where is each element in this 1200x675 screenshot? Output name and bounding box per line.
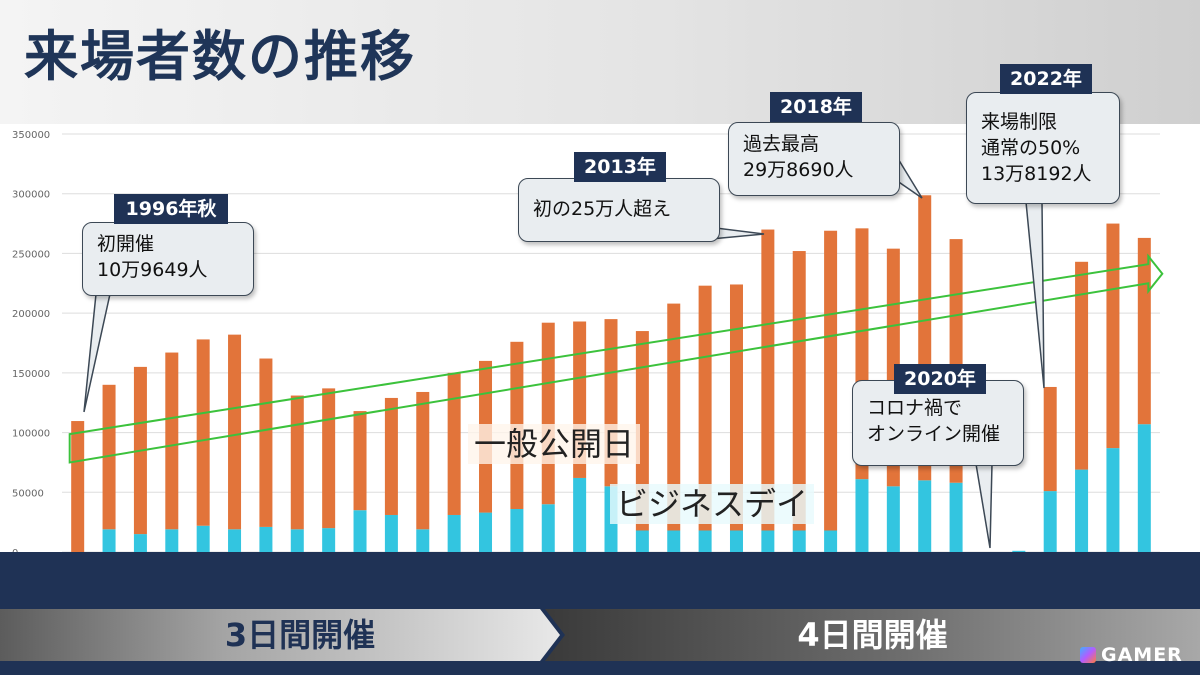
public-days-series-label: 一般公開日 [468,424,641,464]
bar-public-day [447,372,461,515]
bar-business-day [384,514,398,552]
bar-public-day [1043,386,1057,492]
bar-business-day [353,510,367,552]
bar-business-day [165,529,179,552]
bar-public-day [259,358,273,527]
annotation-2022-line: 通常の50% [981,137,1081,159]
bar-business-day [322,528,336,552]
annotation-2013-tag: 2013年 [574,152,666,182]
bar-business-day [761,530,775,552]
bar-public-day [698,285,712,531]
bar-business-day [416,529,430,552]
bar-business-day [102,529,116,552]
bar-public-day [761,229,775,531]
bar-business-day [447,514,461,552]
bar-public-day [792,251,806,531]
bar-public-day [416,391,430,530]
annotation-2020-line: オンライン開催 [867,423,1001,445]
y-tick-label: 250000 [12,249,50,260]
bar-public-day [635,331,649,531]
annotation-2020-tag: 2020年 [894,364,986,394]
gamer-logo-text: GAMER [1101,644,1183,666]
annotation-2020-line: コロナ禍で [867,397,963,419]
bar-business-day [479,512,493,552]
bar-business-day [1137,424,1151,552]
bar-business-day [729,530,743,552]
phase-3-day-label: 3日間開催 [224,616,376,654]
bar-business-day [886,486,900,552]
bar-business-day [259,526,273,552]
annotation-2022-tag: 2022年 [1000,64,1092,94]
annotation-2022-line: 13万8192人 [981,163,1092,185]
bar-business-day [1012,550,1026,552]
annotation-2018-line: 29万8690人 [743,159,854,181]
annotation-2022-bubble: 来場制限 通常の50% 13万8192人 [966,92,1120,204]
bar-public-day [322,388,336,529]
bar-business-day [949,482,963,552]
annotation-2018-bubble: 過去最高 29万8690人 [728,122,900,196]
annotation-2022-tail [1025,201,1045,389]
bar-business-day [228,529,242,552]
bar-business-day [1075,469,1089,552]
annotation-2018-tag: 2018年 [770,92,862,122]
y-tick-label: 150000 [12,369,50,380]
annotation-2022-line: 来場制限 [981,111,1058,133]
bar-public-day [384,397,398,515]
bar-business-day [196,525,210,552]
annotation-2013-line: 初の25万人超え [533,198,672,220]
bar-business-day [573,477,587,552]
phase-3-day-arrow: 3日間開催 [0,609,560,661]
business-days-series-label: ビジネスデイ [610,484,815,524]
page-title: 来場者数の推移 [24,25,416,88]
phase-4-day-label: 4日間開催 [797,616,948,654]
annotation-2020-tail [975,463,993,549]
bar-business-day [855,479,869,552]
bar-business-day [667,530,681,552]
y-tick-label: 300000 [12,190,50,201]
gamer-logo: GAMER [1080,644,1183,666]
y-tick-label: 50000 [12,488,44,499]
annotation-1996-line: 初開催 [97,233,155,255]
bar-business-day [792,530,806,552]
annotation-2020-bubble: コロナ禍で オンライン開催 [852,380,1024,466]
bar-business-day [918,480,932,552]
annotation-1996-bubble: 初開催 10万9649人 [82,222,254,296]
bar-public-day [353,411,367,511]
bar-business-day [1106,448,1120,552]
annotation-2013-bubble: 初の25万人超え [518,178,720,242]
bar-business-day [824,530,838,552]
bar-public-day [1106,223,1120,449]
bar-public-day [71,421,85,552]
bar-public-day [824,230,838,531]
bar-public-day [290,395,304,530]
bar-public-day [196,339,210,526]
trend-arrow [68,253,1164,464]
bar-business-day [541,504,555,552]
y-tick-label: 200000 [12,309,50,320]
bar-public-day [667,303,681,531]
annotation-2018-line: 過去最高 [743,133,820,155]
bar-business-day [510,509,524,552]
bar-public-day [729,284,743,531]
gamer-logo-icon [1080,647,1096,663]
bar-public-day [102,384,116,530]
bar-business-day [133,534,147,552]
annotation-1996-tag: 1996年秋 [114,194,228,224]
bar-business-day [635,530,649,552]
bar-business-day [698,530,712,552]
bar-public-day [1075,261,1089,470]
bar-public-day [228,334,242,530]
header-banner: 来場者数の推移 [0,0,1200,124]
annotation-1996-line: 10万9649人 [97,259,208,281]
bar-business-day [290,529,304,552]
bar-public-day [541,322,555,505]
y-tick-label: 100000 [12,429,50,440]
bar-business-day [1043,491,1057,552]
y-tick-label: 350000 [12,130,50,141]
bar-public-day [165,352,179,530]
